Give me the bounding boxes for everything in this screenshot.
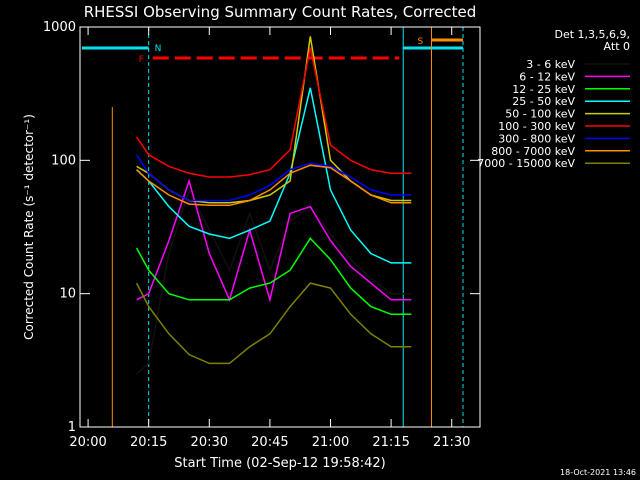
legend-label-0: 3 - 6 keV bbox=[526, 58, 575, 71]
series-line-0 bbox=[136, 187, 412, 375]
y-tick-label-0: 1 bbox=[68, 420, 76, 435]
legend-label-6: 300 - 800 keV bbox=[498, 132, 575, 145]
x-tick-label-0: 20:00 bbox=[69, 435, 106, 450]
flags-layer: N F S bbox=[82, 27, 464, 427]
y-tick-label-2: 100 bbox=[51, 153, 76, 168]
legend-header-1: Att 0 bbox=[604, 40, 630, 53]
chart-title: RHESSI Observing Summary Count Rates, Co… bbox=[84, 3, 477, 21]
x-tick-label-3: 20:45 bbox=[251, 435, 288, 450]
y-axis-label: Corrected Count Rate (s⁻¹ detector⁻¹) bbox=[22, 114, 36, 340]
x-tick-label-5: 21:15 bbox=[372, 435, 409, 450]
series-line-8 bbox=[135, 282, 412, 365]
x-axis-label: Start Time (02-Sep-12 19:58:42) bbox=[174, 456, 385, 471]
legend-label-1: 6 - 12 keV bbox=[519, 70, 575, 83]
series-layer bbox=[135, 36, 412, 375]
legend-label-5: 100 - 300 keV bbox=[498, 120, 575, 133]
flag-f-label: F bbox=[139, 55, 144, 65]
series-line-6 bbox=[135, 154, 412, 202]
x-tick-label-2: 20:30 bbox=[191, 435, 228, 450]
legend-label-8: 7000 - 15000 keV bbox=[477, 157, 575, 170]
legend-label-4: 50 - 100 keV bbox=[505, 108, 575, 121]
series-line-2 bbox=[135, 237, 412, 316]
x-tick-label-1: 20:15 bbox=[130, 435, 167, 450]
series-line-3 bbox=[136, 87, 412, 264]
legend-header-0: Det 1,3,5,6,9, bbox=[554, 28, 630, 41]
y-tick-label-3: 1000 bbox=[43, 20, 76, 35]
flag-s-label: S bbox=[418, 37, 424, 47]
flag-n-label: N bbox=[155, 44, 162, 54]
legend-label-3: 25 - 50 keV bbox=[512, 95, 575, 108]
x-tick-label-6: 21:30 bbox=[433, 435, 470, 450]
legend-label-7: 800 - 7000 keV bbox=[491, 145, 575, 158]
footer-timestamp: 18-Oct-2021 13:46 bbox=[560, 468, 636, 477]
y-tick-label-1: 10 bbox=[59, 287, 76, 302]
series-line-1 bbox=[136, 178, 412, 303]
x-tick-label-4: 21:00 bbox=[312, 435, 349, 450]
series-line-7 bbox=[136, 164, 412, 207]
series-line-5 bbox=[135, 47, 412, 178]
legend-label-2: 12 - 25 keV bbox=[512, 83, 575, 96]
plot-frame bbox=[79, 26, 481, 428]
axes-layer: 20:00 20:15 20:30 20:45 21:00 21:15 21:30 1 10 10… bbox=[43, 20, 480, 450]
